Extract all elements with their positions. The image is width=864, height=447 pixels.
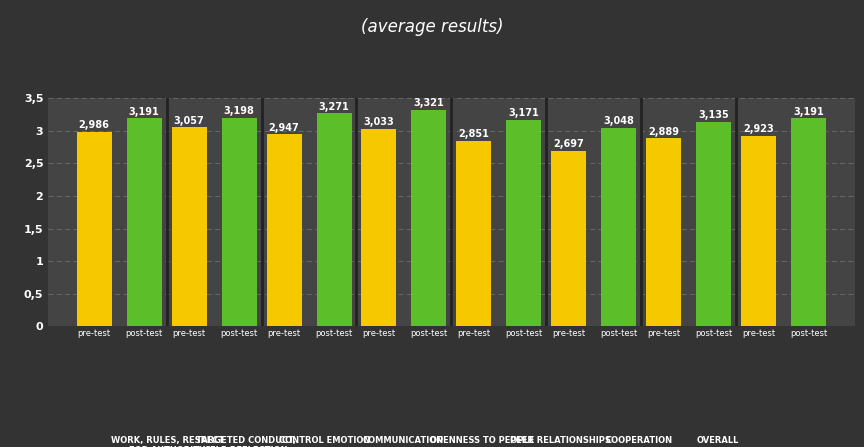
Text: CONTROL EMOTION: CONTROL EMOTION [279,436,371,445]
Text: TARGETED CONDUCT,
SELF-REFLECTION: TARGETED CONDUCT, SELF-REFLECTION [196,436,296,447]
Text: 3,271: 3,271 [319,101,349,112]
Text: 3,191: 3,191 [129,107,160,117]
Text: COOPERATION: COOPERATION [606,436,673,445]
Bar [411,110,447,326]
Text: PEER RELATIONSHIPS: PEER RELATIONSHIPS [511,436,612,445]
Bar [127,118,162,326]
Text: 3,321: 3,321 [414,98,444,108]
Text: 2,851: 2,851 [459,129,489,139]
Text: 2,889: 2,889 [648,127,679,136]
Bar [741,136,776,326]
Text: 3,033: 3,033 [364,117,394,127]
Text: 2,947: 2,947 [269,123,300,133]
Text: 3,191: 3,191 [793,107,824,117]
Text: (average results): (average results) [361,18,503,36]
Bar [267,135,302,326]
Text: OPENNESS TO PEOPLE: OPENNESS TO PEOPLE [430,436,534,445]
Text: 3,135: 3,135 [698,110,729,121]
Text: WORK, RULES, RESPECT
FOR AUTHORITY: WORK, RULES, RESPECT FOR AUTHORITY [111,436,224,447]
Text: 3,198: 3,198 [224,106,255,116]
Bar [551,151,587,326]
Bar [646,138,682,326]
Bar [506,120,542,326]
Text: 2,923: 2,923 [743,124,774,134]
Text: 3,057: 3,057 [174,116,205,126]
Bar [791,118,826,326]
Bar [221,118,257,326]
Bar [361,129,397,326]
Text: OVERALL: OVERALL [697,436,740,445]
Text: 3,048: 3,048 [603,116,634,126]
Text: 3,171: 3,171 [509,108,539,118]
Bar [456,141,492,326]
Bar [601,128,636,326]
Text: 2,986: 2,986 [79,120,110,130]
Bar [172,127,206,326]
Bar [696,122,731,326]
Bar [77,132,111,326]
Bar [316,113,352,326]
Text: COMMUNICATION: COMMUNICATION [363,436,444,445]
Text: 2,697: 2,697 [554,139,584,149]
